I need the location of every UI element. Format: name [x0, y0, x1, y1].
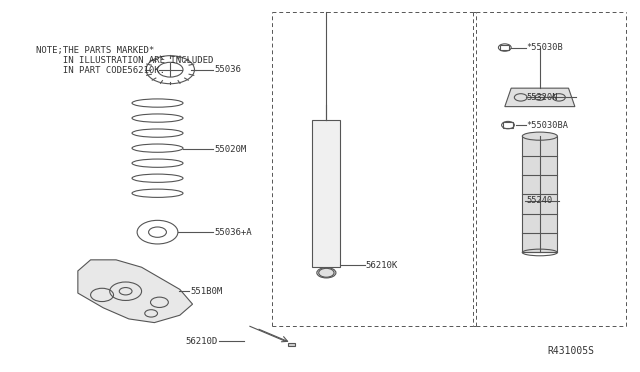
Ellipse shape	[317, 267, 336, 278]
Text: *55030BA: *55030BA	[527, 121, 568, 129]
FancyBboxPatch shape	[522, 136, 557, 253]
Text: *55030B: *55030B	[527, 43, 563, 52]
Text: 56210K: 56210K	[366, 261, 398, 270]
Polygon shape	[78, 260, 193, 323]
Text: 55020M: 55020M	[214, 145, 246, 154]
FancyBboxPatch shape	[312, 119, 340, 267]
Text: 56210D: 56210D	[186, 337, 218, 346]
Text: R431005S: R431005S	[547, 346, 594, 356]
Text: 55240: 55240	[527, 196, 553, 205]
Text: 551B0M: 551B0M	[191, 287, 223, 296]
Text: 55036: 55036	[214, 65, 241, 74]
Ellipse shape	[522, 132, 557, 140]
Text: 55320N: 55320N	[527, 93, 558, 102]
Text: NOTE;THE PARTS MARKED*
     IN ILLUSTRATION ARE INCLUDED
     IN PART CODE56210K: NOTE;THE PARTS MARKED* IN ILLUSTRATION A…	[36, 46, 214, 76]
FancyBboxPatch shape	[287, 343, 295, 346]
Polygon shape	[505, 88, 575, 107]
Text: 55036+A: 55036+A	[214, 228, 252, 237]
